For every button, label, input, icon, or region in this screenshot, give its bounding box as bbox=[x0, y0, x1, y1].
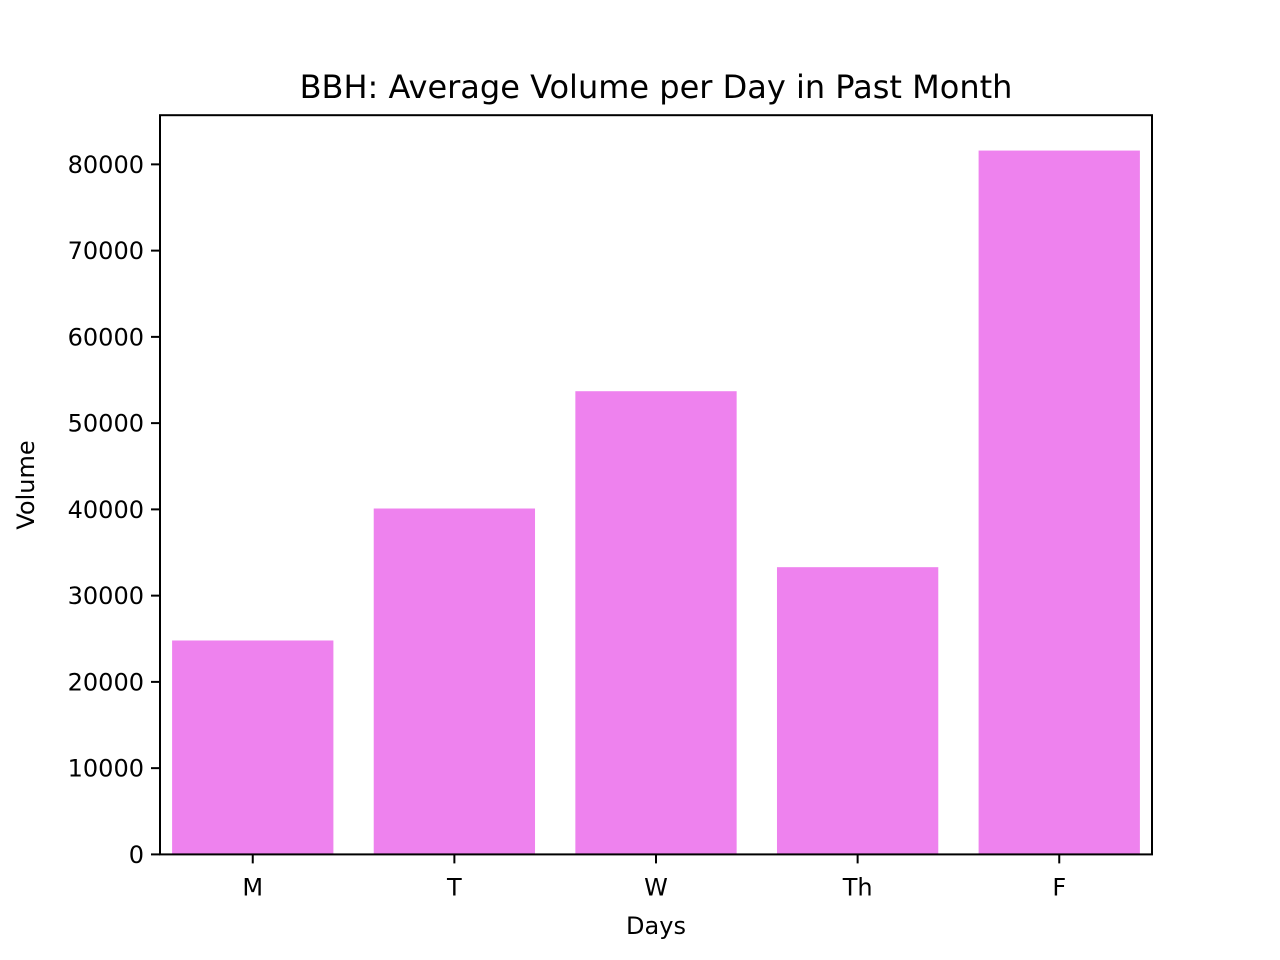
bar-t bbox=[373, 508, 536, 855]
y-tick-label: 40000 bbox=[68, 496, 144, 524]
bar-w bbox=[575, 391, 737, 855]
y-tick-label: 10000 bbox=[68, 755, 144, 783]
plot-area-frame bbox=[159, 114, 1153, 856]
x-tick-label: W bbox=[644, 873, 668, 901]
x-tick-label: F bbox=[1052, 873, 1066, 901]
x-axis-label: Days bbox=[626, 912, 686, 940]
x-tick-label: M bbox=[242, 873, 263, 901]
chart-title: BBH: Average Volume per Day in Past Mont… bbox=[300, 68, 1013, 106]
y-tick-label: 30000 bbox=[68, 582, 144, 610]
y-tick-label: 70000 bbox=[68, 237, 144, 265]
y-axis-label: Volume bbox=[12, 440, 40, 529]
x-tick-label: Th bbox=[842, 873, 873, 901]
y-tick-label: 60000 bbox=[68, 323, 144, 351]
bar-th bbox=[776, 567, 939, 855]
bar-f bbox=[978, 150, 1140, 855]
y-tick-label: 0 bbox=[129, 841, 144, 869]
y-tick-label: 50000 bbox=[68, 410, 144, 438]
y-tick-label: 20000 bbox=[68, 668, 144, 696]
x-axis-ticks: M T W Th F bbox=[242, 854, 1066, 901]
bar-m bbox=[172, 640, 334, 855]
y-tick-label: 80000 bbox=[68, 151, 144, 179]
bars-group bbox=[172, 150, 1140, 855]
y-axis-ticks: 0 10000 20000 30000 40000 50000 60000 70000 8000… bbox=[68, 151, 160, 869]
x-tick-label: T bbox=[446, 873, 462, 901]
